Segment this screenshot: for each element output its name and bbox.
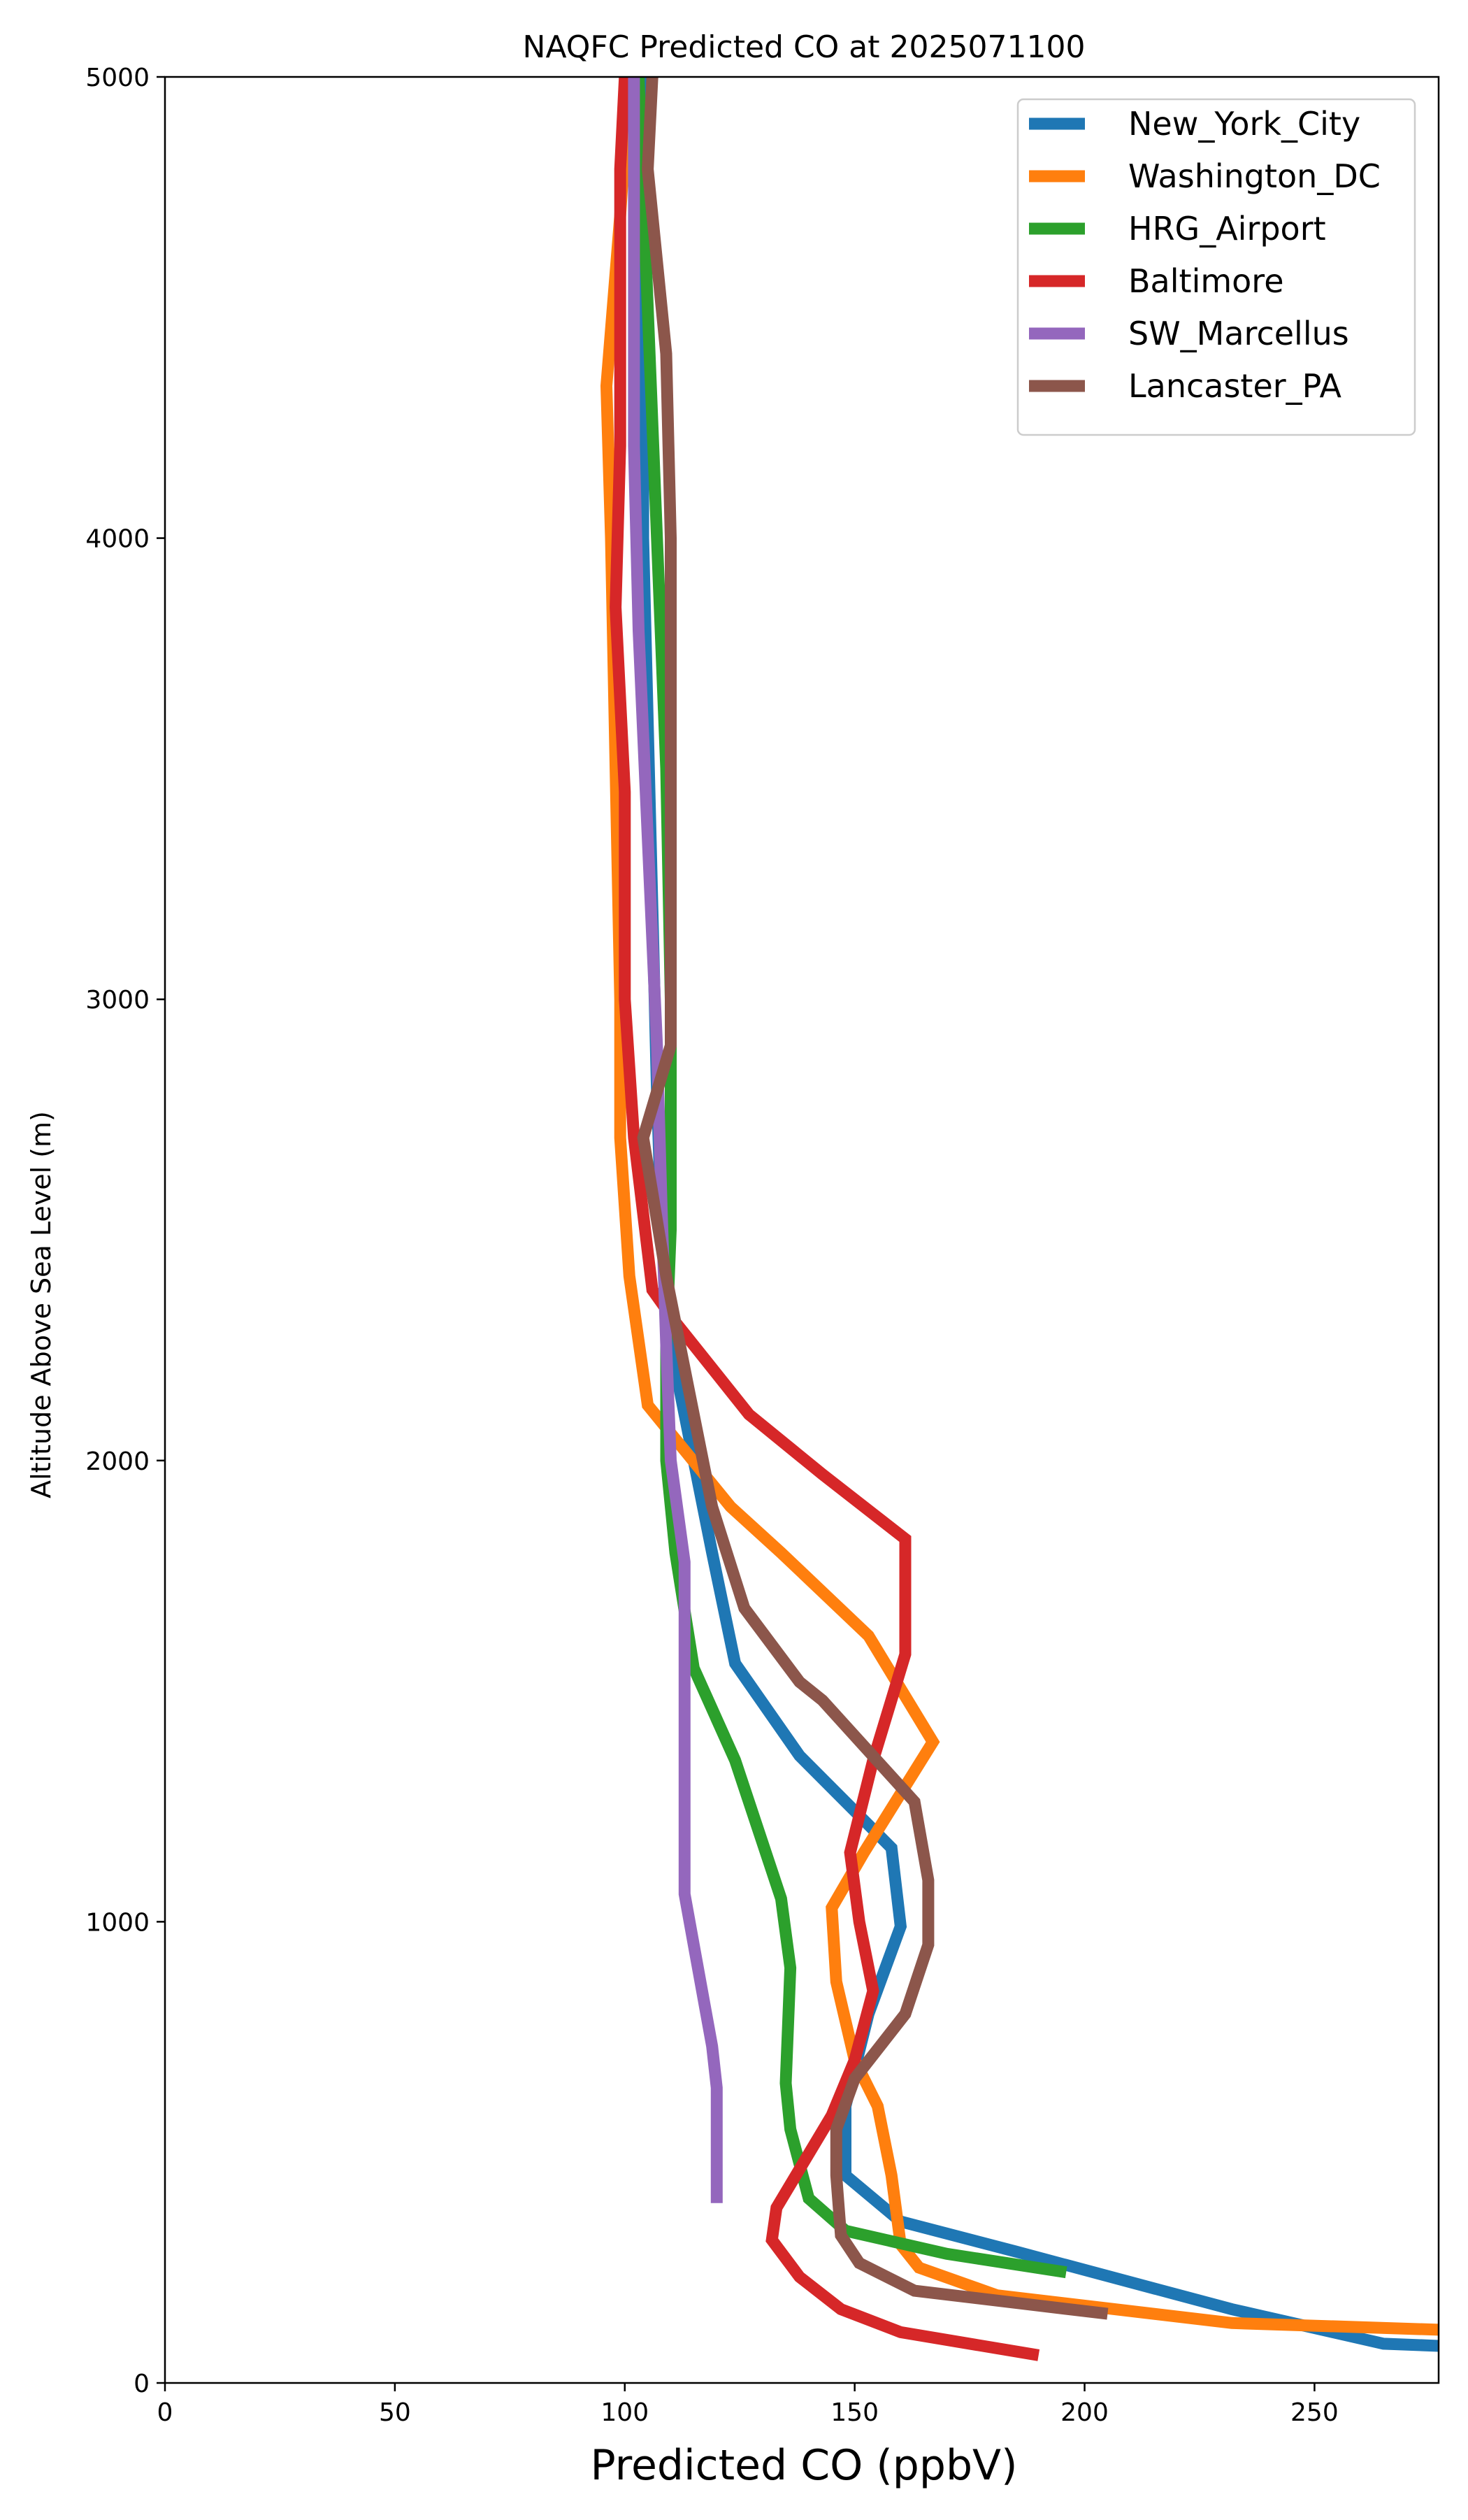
legend-label-new-york-city: New_York_City <box>1128 105 1360 143</box>
series-line-baltimore <box>610 77 1040 2361</box>
legend-label-washington-dc: Washington_DC <box>1128 157 1381 195</box>
series-line-lancaster-pa <box>637 77 1109 2320</box>
y-tick-label: 2000 <box>85 1447 150 1476</box>
series-layer <box>600 77 1439 2361</box>
series-line-sw-marcellus <box>628 77 723 2203</box>
x-tick-label: 150 <box>830 2398 879 2427</box>
y-tick-label: 3000 <box>85 986 150 1015</box>
chart-title: NAQFC Predicted CO at 2025071100 <box>523 29 1086 65</box>
y-axis-label: Altitude Above Sea Level (m) <box>26 1111 57 1498</box>
y-tick-label: 1000 <box>85 1908 150 1937</box>
x-tick-label: 100 <box>600 2398 649 2427</box>
x-tick-label: 0 <box>157 2398 173 2427</box>
legend-label-sw-marcellus: SW_Marcellus <box>1128 315 1349 352</box>
x-axis-label: Predicted CO (ppbV) <box>590 2441 1017 2490</box>
legend-label-baltimore: Baltimore <box>1128 262 1284 300</box>
legend-label-hrg-airport: HRG_Airport <box>1128 210 1326 248</box>
legend: New_York_City Washington_DC HRG_Airport Bal… <box>1016 98 1416 436</box>
x-tick-label: 50 <box>379 2398 411 2427</box>
x-tick-label: 250 <box>1290 2398 1339 2427</box>
y-tick-label: 0 <box>134 2370 150 2398</box>
legend-label-lancaster-pa: Lancaster_PA <box>1128 367 1341 405</box>
legend-frame <box>1016 98 1416 436</box>
y-tick-label: 5000 <box>85 64 150 92</box>
y-tick-label: 4000 <box>85 525 150 554</box>
series-line-hrg-airport <box>633 77 1067 2279</box>
x-tick-label: 200 <box>1060 2398 1109 2427</box>
axes-layer: 0 50 100 150 200 250 0 1000 2000 3000 4000 5000 <box>85 64 1440 2427</box>
plot-frame <box>164 76 1440 2384</box>
